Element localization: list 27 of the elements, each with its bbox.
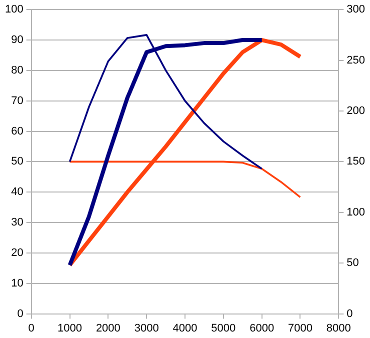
y2-tick-label: 200 — [346, 105, 366, 118]
x-tick-label: 6000 — [250, 322, 274, 334]
y2-tick-label: 150 — [346, 156, 366, 168]
y2-tick-label: 100 — [346, 206, 366, 218]
x-tick-label: 8000 — [326, 322, 351, 334]
y-tick-label: 90 — [11, 34, 24, 46]
y-tick-label: 80 — [11, 64, 24, 76]
y-tick-label: 20 — [11, 246, 24, 259]
y-tick-label: 0 — [17, 308, 24, 320]
y2-tick-label: 0 — [346, 308, 353, 320]
x-tick-label: 4000 — [172, 322, 198, 334]
y-tick-label: 60 — [11, 125, 24, 138]
x-tick-label: 3000 — [134, 322, 159, 334]
y-tick-label: 50 — [11, 156, 24, 168]
y2-tick-label: 250 — [346, 54, 366, 66]
y-tick-label: 10 — [11, 277, 24, 290]
x-tick-label: 2000 — [96, 322, 120, 334]
y-tick-label: 30 — [11, 216, 24, 229]
y-tick-label: 40 — [11, 186, 24, 198]
y2-tick-label: 50 — [346, 257, 359, 270]
x-tick-label: 5000 — [211, 322, 236, 334]
y-tick-label: 70 — [11, 94, 24, 107]
x-tick-label: 7000 — [288, 322, 312, 334]
y2-tick-label: 300 — [346, 4, 366, 16]
y-tick-label: 100 — [4, 4, 24, 16]
x-tick-label: 0 — [28, 322, 34, 334]
x-tick-label: 1000 — [58, 322, 82, 334]
